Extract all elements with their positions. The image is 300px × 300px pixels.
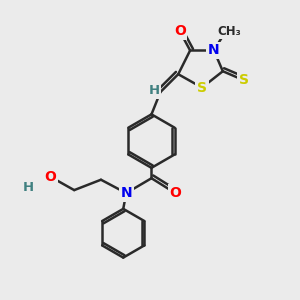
Text: S: S — [197, 81, 207, 94]
Text: N: N — [208, 44, 220, 57]
Text: S: S — [238, 73, 249, 87]
Text: H: H — [22, 181, 34, 194]
Text: CH₃: CH₃ — [218, 25, 241, 38]
Text: O: O — [174, 24, 186, 38]
Text: O: O — [44, 170, 56, 184]
Text: H: H — [148, 84, 159, 97]
Text: N: N — [120, 186, 132, 200]
Text: O: O — [169, 186, 181, 200]
